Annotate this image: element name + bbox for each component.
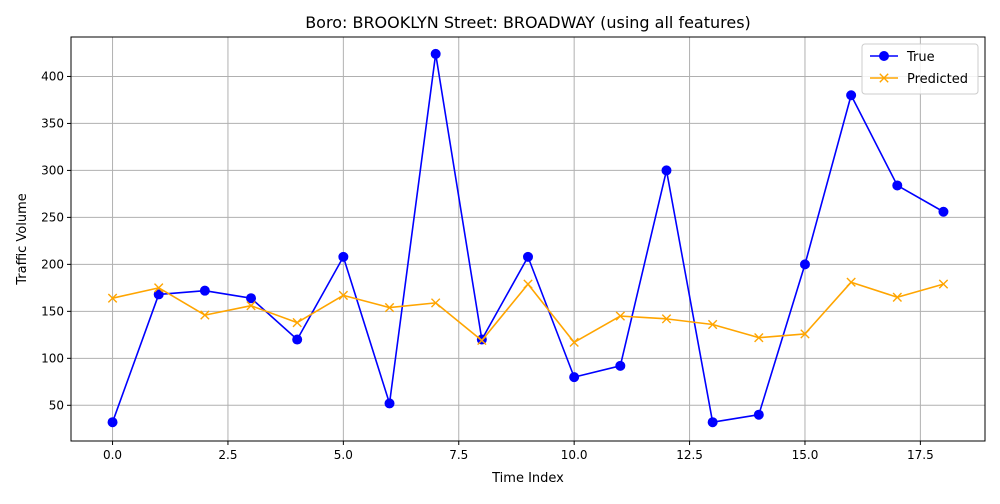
x-tick-label: 2.5 — [218, 448, 237, 462]
legend-items: True Predicted — [870, 50, 968, 87]
data-point-true — [615, 360, 626, 371]
legend-marker-true — [879, 51, 889, 61]
x-tick-label: 5.0 — [334, 448, 353, 462]
legend-marker-predicted — [879, 73, 889, 83]
data-point-true — [338, 251, 349, 262]
plot-frame — [70, 36, 986, 442]
y-tick-label: 150 — [41, 304, 64, 318]
y-tick-label: 200 — [41, 257, 64, 271]
axis-ticks: 0.0 2.5 5.0 7.5 10.0 12.5 15.0 17.5 50 100 150 200 2… — [41, 69, 934, 462]
data-point-predicted — [292, 317, 302, 328]
data-point-predicted — [569, 337, 579, 348]
x-tick-label: 0.0 — [103, 448, 122, 462]
data-point-true — [753, 409, 764, 420]
x-tick-label: 15.0 — [792, 448, 819, 462]
y-tick-label: 300 — [41, 163, 64, 177]
data-point-true — [430, 48, 441, 59]
data-point-true — [846, 90, 857, 101]
y-tick-label: 400 — [41, 69, 64, 83]
y-tick-label: 100 — [41, 351, 64, 365]
x-tick-label: 10.0 — [561, 448, 588, 462]
series-true — [107, 48, 949, 428]
x-tick-label: 12.5 — [676, 448, 703, 462]
data-point-predicted — [477, 335, 487, 346]
data-point-predicted — [154, 283, 164, 293]
data-point-true — [384, 398, 395, 409]
data-point-predicted — [384, 302, 395, 313]
data-point-predicted — [107, 293, 118, 303]
data-point-true — [153, 289, 164, 300]
data-point-predicted — [892, 292, 902, 302]
data-point-true — [246, 293, 257, 304]
data-point-true — [569, 372, 580, 383]
data-point-predicted — [523, 279, 533, 289]
legend-label-true: True — [906, 50, 935, 65]
series-layer — [107, 48, 949, 428]
data-point-true — [523, 251, 533, 262]
legend-label-predicted: Predicted — [907, 72, 968, 87]
data-point-true — [292, 334, 303, 345]
x-tick-label: 7.5 — [449, 448, 468, 462]
data-point-true — [799, 259, 810, 270]
data-point-predicted — [661, 314, 672, 324]
data-point-predicted — [846, 277, 856, 287]
y-tick-label: 350 — [41, 116, 64, 130]
legend: True Predicted — [861, 43, 979, 95]
y-axis-label: Traffic Volume — [15, 193, 30, 286]
data-point-true — [938, 206, 949, 217]
data-point-predicted — [430, 298, 441, 308]
y-tick-label: 250 — [41, 210, 64, 224]
y-tick-label: 50 — [49, 398, 64, 412]
data-point-predicted — [938, 279, 949, 289]
data-point-predicted — [754, 332, 764, 343]
data-point-predicted — [615, 311, 626, 321]
data-point-predicted — [246, 301, 256, 311]
data-point-true — [199, 285, 210, 296]
chart-title: Boro: BROOKLYN Street: BROADWAY (using a… — [305, 13, 751, 32]
data-point-predicted — [707, 319, 718, 330]
data-point-predicted — [200, 310, 210, 320]
data-point-predicted — [338, 290, 349, 301]
data-point-true — [661, 165, 672, 176]
data-point-true — [107, 417, 118, 428]
x-tick-label: 17.5 — [907, 448, 934, 462]
data-point-true — [707, 417, 718, 428]
series-predicted — [107, 277, 949, 348]
data-point-predicted — [800, 329, 810, 339]
data-point-true — [892, 180, 903, 191]
x-axis-label: Time Index — [491, 471, 564, 486]
